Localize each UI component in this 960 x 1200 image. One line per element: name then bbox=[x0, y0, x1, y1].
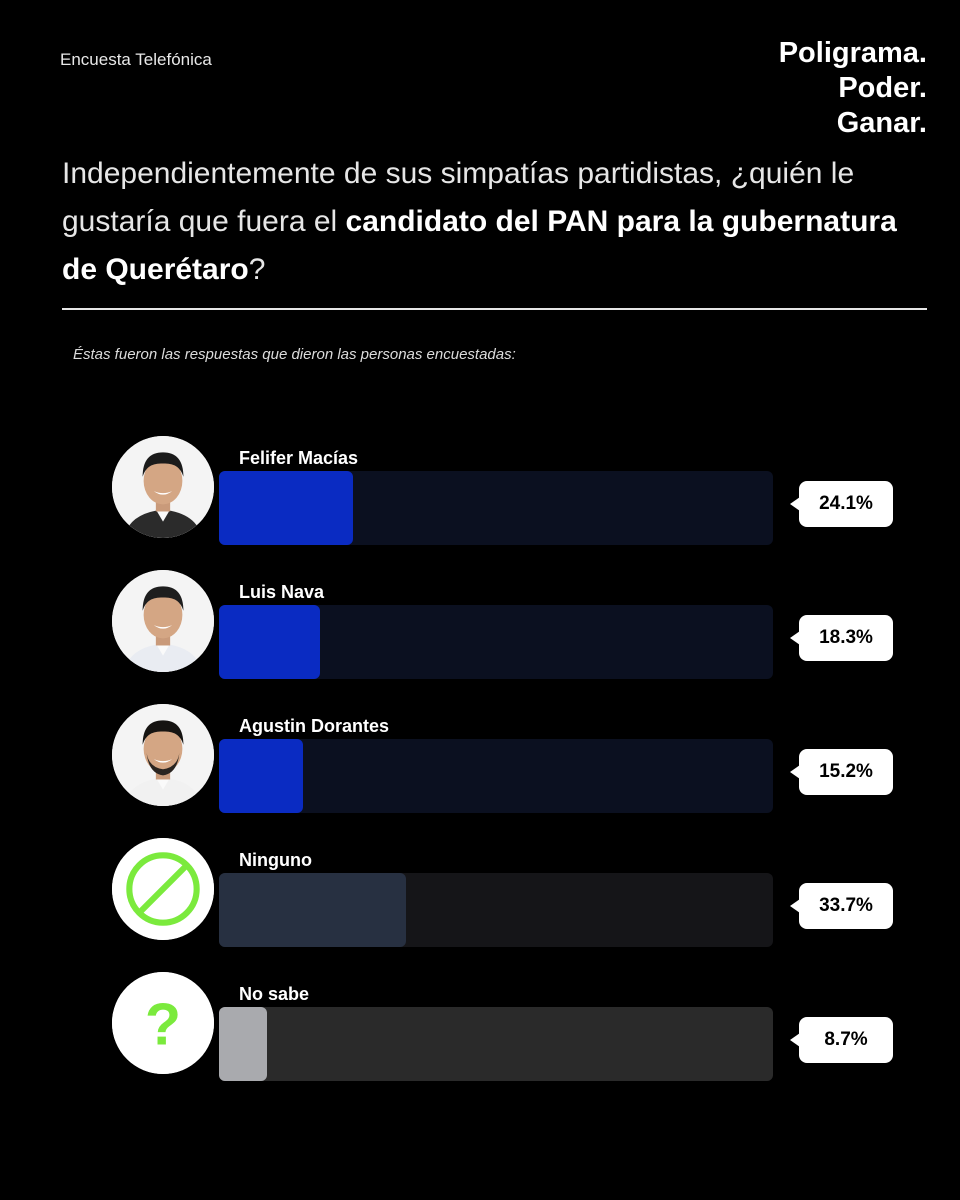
bar-row: Ninguno 33.7% bbox=[0, 838, 960, 972]
bar-track bbox=[219, 873, 773, 947]
survey-type-label: Encuesta Telefónica bbox=[60, 50, 212, 69]
bar-fill bbox=[219, 873, 406, 947]
divider bbox=[62, 308, 927, 310]
survey-question: Independientemente de sus simpatías part… bbox=[62, 150, 922, 294]
chart-subtitle: Éstas fueron las respuestas que dieron l… bbox=[73, 346, 516, 363]
bar-fill bbox=[219, 1007, 268, 1081]
prohibited-icon bbox=[112, 838, 214, 940]
bar-value-label: 15.2% bbox=[790, 749, 893, 795]
bar-fill bbox=[219, 739, 304, 813]
candidate-photo bbox=[112, 436, 214, 538]
bar-fill bbox=[219, 471, 353, 545]
brand-line-1: Poligrama. bbox=[778, 37, 927, 69]
question-text-3: ? bbox=[248, 253, 266, 286]
bar-value-label: 33.7% bbox=[790, 883, 893, 929]
question-icon: ? bbox=[112, 972, 214, 1074]
bar-category-label: No sabe bbox=[239, 984, 310, 1004]
question-text-1: Independientemente de sus simpatías part… bbox=[62, 157, 855, 238]
bar-track bbox=[219, 1007, 773, 1081]
bar-row: Felifer Macías 24.1% bbox=[0, 436, 960, 570]
candidate-photo bbox=[112, 570, 214, 672]
bar-value-label: 18.3% bbox=[790, 615, 893, 661]
bar-track bbox=[219, 605, 773, 679]
bar-track bbox=[219, 739, 773, 813]
bar-category-label: Ninguno bbox=[239, 850, 312, 870]
bar-category-label: Felifer Macías bbox=[239, 448, 359, 468]
candidate-photo bbox=[112, 704, 214, 806]
brand-line-3: Ganar. bbox=[836, 107, 927, 139]
brand-logo-text: Poligrama. Poder. Ganar. bbox=[779, 36, 927, 141]
bar-category-label: Agustin Dorantes bbox=[239, 716, 390, 736]
bar-row: Luis Nava 18.3% bbox=[0, 570, 960, 704]
bar-value-label: 8.7% bbox=[790, 1017, 893, 1063]
bar-row: ? No sabe 8.7% bbox=[0, 972, 960, 1106]
svg-text:?: ? bbox=[145, 990, 181, 1057]
bar-fill bbox=[219, 605, 321, 679]
bar-track bbox=[219, 471, 773, 545]
bar-category-label: Luis Nava bbox=[239, 582, 325, 602]
question-text-bold: candidato del PAN para la gubernatura de… bbox=[62, 205, 897, 286]
brand-line-2: Poder. bbox=[838, 72, 927, 104]
bar-value-label: 24.1% bbox=[790, 481, 893, 527]
bar-row: Agustin Dorantes 15.2% bbox=[0, 704, 960, 838]
